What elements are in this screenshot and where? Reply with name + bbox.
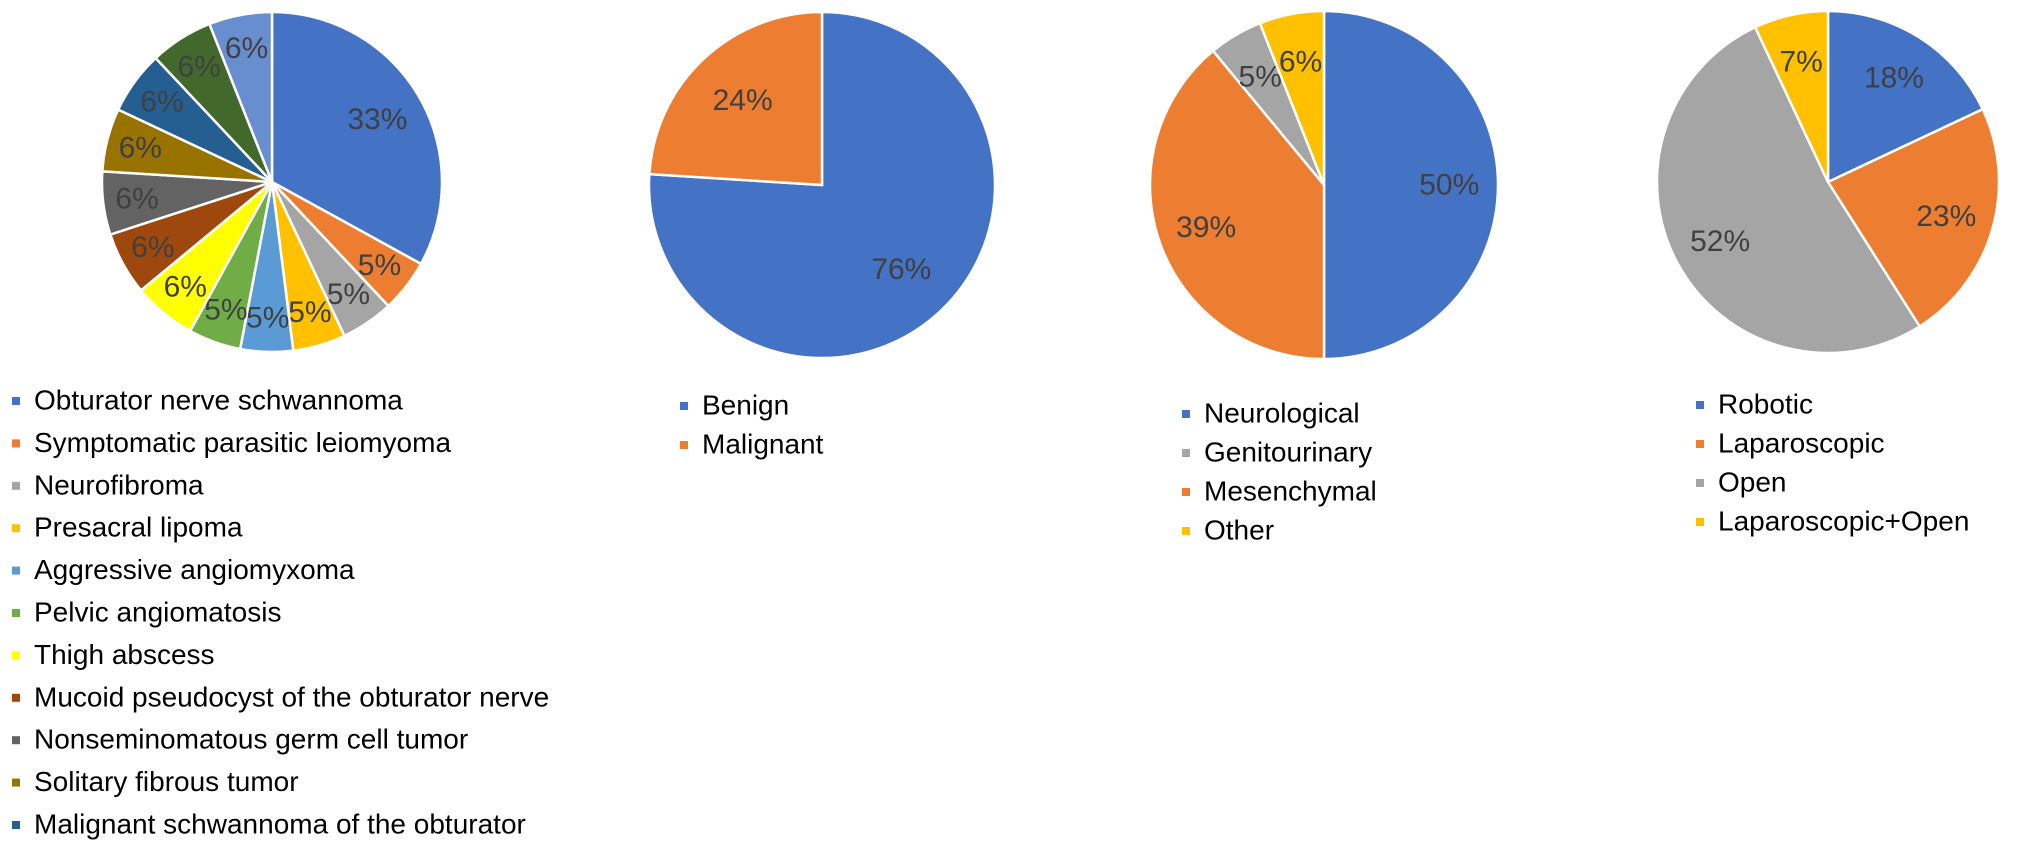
- slice-label: 18%: [1864, 62, 1924, 95]
- legend-label: Neurological: [1204, 398, 1360, 429]
- slice-label: 5%: [1239, 61, 1282, 94]
- legend-label: Other: [1204, 515, 1274, 546]
- legend-1: Obturator nerve schwannoma Symptomatic pa…: [12, 385, 549, 840]
- legend-label: Malignant schwannoma of the obturator: [34, 809, 526, 840]
- legend-swatch: [12, 439, 20, 448]
- pie-slice: [1826, 9, 1985, 184]
- slice-label: 6%: [131, 231, 174, 264]
- slice-label: 5%: [358, 249, 401, 282]
- legend-label: Pelvic angiomatosis: [34, 597, 281, 628]
- legend-swatch: [680, 441, 688, 449]
- slice-label: 6%: [177, 51, 220, 84]
- pie-slice: [1258, 9, 1326, 186]
- legend-label: Benign: [702, 390, 789, 421]
- legend-swatch: [12, 481, 20, 490]
- legend-swatch: [1182, 410, 1190, 418]
- legend-swatch: [12, 736, 20, 745]
- slice-label: 6%: [119, 132, 162, 165]
- legend-3: Neurological Genitourinary Mesenchymal Othe…: [1182, 398, 1377, 546]
- legend-swatch: [12, 397, 20, 405]
- legend-label: Malignant: [702, 429, 824, 460]
- legend-swatch: [1696, 518, 1704, 526]
- pie-slice: [1753, 9, 1830, 183]
- legend-swatch: [12, 778, 20, 787]
- slice-label: 7%: [1779, 45, 1822, 78]
- slice-label: 76%: [871, 253, 931, 286]
- pie-slice: [1655, 25, 1922, 355]
- legend-swatch: [12, 651, 20, 660]
- legend-label: Robotic: [1718, 389, 1813, 420]
- legend-label: Thigh abscess: [34, 639, 215, 670]
- legend-swatch: [680, 402, 688, 410]
- legend-label: Symptomatic parasitic leiomyoma: [34, 427, 451, 458]
- legend-swatch: [1696, 401, 1704, 409]
- legend-label: Genitourinary: [1204, 437, 1372, 468]
- legend-swatch: [1182, 449, 1190, 457]
- pie-chart-3: 50% 39% 5%6% Neurological Genitourinary Mesen…: [1148, 9, 1500, 546]
- pie-slice: [1148, 49, 1326, 361]
- legend-swatch: [1182, 527, 1190, 535]
- legend-label: Mucoid pseudocyst of the obturator nerve: [34, 681, 549, 712]
- legend-label: Nonseminomatous germ cell tumor: [34, 724, 468, 755]
- slice-label: 5%: [204, 293, 247, 326]
- legend-label: Neurofibroma: [34, 469, 204, 500]
- legend-swatch: [12, 821, 20, 829]
- legend-label: Solitary fibrous tumor: [34, 766, 299, 797]
- slice-label: 6%: [140, 86, 183, 119]
- slice-label: 33%: [347, 103, 407, 136]
- slice-label: 5%: [288, 296, 331, 329]
- slice-label: 6%: [164, 270, 207, 303]
- pie-slice: [648, 10, 824, 187]
- pie-slice: [207, 10, 274, 183]
- legend-2: Benign Malignant: [680, 390, 824, 460]
- slice-label: 24%: [713, 84, 773, 117]
- pie-chart-1: 33%5%5%5%5%5%6%6%6%6%6%6%6%Obturator ner…: [12, 10, 549, 840]
- slice-label: 5%: [327, 278, 370, 311]
- slice-label: 52%: [1690, 225, 1750, 258]
- slice-label: 39%: [1176, 211, 1236, 244]
- legend-swatch: [1182, 488, 1190, 496]
- legend-label: Open: [1718, 467, 1787, 498]
- legend-label: Presacral lipoma: [34, 512, 243, 543]
- legend-swatch: [12, 693, 20, 702]
- pie-chart-2: 76% 24% Benign Malignant: [647, 10, 997, 460]
- slice-label: 23%: [1916, 200, 1976, 233]
- legend-4: Robotic Laparoscopic Open Laparoscopic+Open: [1696, 389, 1969, 537]
- pie-slice: [270, 10, 444, 266]
- pie-slice: [1826, 107, 2001, 329]
- legend-swatch: [12, 566, 20, 575]
- slice-label: 6%: [115, 183, 158, 216]
- legend-label: Mesenchymal: [1204, 476, 1377, 507]
- legend-label: Laparoscopic: [1718, 428, 1885, 459]
- legend-swatch: [12, 524, 20, 533]
- pie-chart-4: 18% 23% 52% 7% Robotic Laparoscopic Open Laparo…: [1655, 9, 2001, 537]
- slice-label: 6%: [225, 32, 268, 65]
- slice-label: 5%: [246, 301, 289, 334]
- slice-label: 6%: [1279, 45, 1322, 78]
- legend-swatch: [1696, 440, 1704, 448]
- slice-label: 50%: [1419, 169, 1479, 202]
- legend-swatch: [1696, 479, 1704, 487]
- legend-label: Obturator nerve schwannoma: [34, 385, 403, 416]
- pie-slice: [1322, 9, 1500, 361]
- legend-swatch: [12, 609, 20, 617]
- legend-label: Aggressive angiomyxoma: [34, 554, 355, 585]
- legend-label: Laparoscopic+Open: [1718, 506, 1969, 537]
